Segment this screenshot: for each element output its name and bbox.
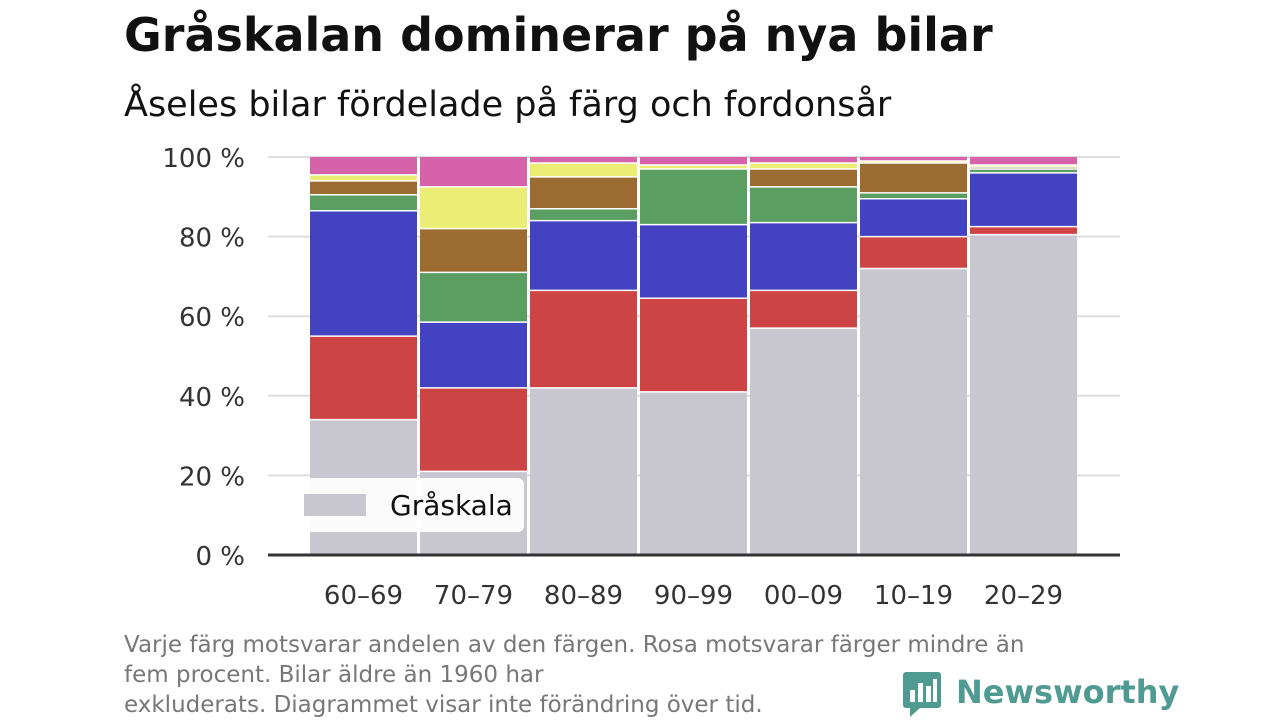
bar-segment-60-69-6 [310,157,417,175]
y-tick-label-100: 100 % [162,144,245,174]
bar-segment-20-29-1 [970,226,1077,235]
footnote-line-1: Varje färg motsvarar andelen av den färg… [124,632,1025,658]
bar-segment-60-69-2 [310,210,417,337]
bar-segment-20-29-0 [970,234,1077,556]
bar-segment-90-99-6 [640,157,747,165]
bar-segment-10-19-0 [860,268,967,555]
bar-segment-90-99-2 [640,224,747,299]
brand-name: Newsworthy [956,673,1180,711]
x-tick-label-60-69: 60–69 [324,581,403,611]
bar-segment-00-09-1 [750,290,857,329]
y-tick-label-80: 80 % [179,224,245,254]
bar-segment-10-19-5 [860,160,967,163]
bar-segment-80-89-4 [530,176,637,209]
chart-title: Gråskalan dominerar på nya bilar [124,8,993,62]
bar-segment-20-29-5 [970,164,1077,167]
bar-segment-70-79-5 [420,186,527,229]
x-tick-label-10-19: 10–19 [874,581,953,611]
bar-segment-00-09-4 [750,168,857,187]
bar-segment-80-89-6 [530,157,637,163]
bar-segment-00-09-3 [750,186,857,223]
y-tick-label-20: 20 % [179,462,245,492]
bar-segment-00-09-6 [750,157,857,163]
bar-segment-70-79-2 [420,322,527,388]
legend: Gråskala [288,478,524,532]
bar-segment-20-29-3 [970,168,1077,173]
bar-segment-00-09-2 [750,222,857,291]
bar-segment-80-89-0 [530,387,637,555]
footnote-line-2: fem procent. Bilar äldre än 1960 har [124,662,544,688]
bar-segment-00-09-5 [750,162,857,169]
brand-logo: Newsworthy [902,670,1179,720]
y-tick-label-60: 60 % [179,303,245,333]
x-tick-label-90-99: 90–99 [654,581,733,611]
bar-segment-90-99-5 [640,164,747,169]
bar-segment-10-19-4 [860,162,967,193]
bar-segment-00-09-0 [750,328,857,555]
bar-segment-80-89-1 [530,290,637,388]
bar-segment-80-89-5 [530,162,637,177]
y-tick-label-0: 0 % [195,542,245,572]
legend-swatch-graskala [304,494,366,516]
bar-segment-90-99-1 [640,298,747,392]
axes: 0 % 20 % 40 % 60 % 80 % 100 % 60–69 70–79 80–89 9… [162,144,1120,611]
chart-subtitle: Åseles bilar fördelade på färg och fordo… [124,85,892,125]
bar-segment-70-79-6 [420,157,527,187]
footnote: Varje färg motsvarar andelen av den färg… [124,630,1134,720]
bar-segment-10-19-2 [860,198,967,237]
bar-segment-80-89-2 [530,220,637,291]
footnote-line-3: exkluderats. Diagrammet visar inte förän… [124,692,763,718]
bar-segment-20-29-6 [970,157,1077,165]
bar-segment-70-79-4 [420,228,527,273]
bar-segment-10-19-1 [860,236,967,269]
bar-segment-60-69-5 [310,174,417,181]
bar-segment-80-89-3 [530,208,637,221]
bar-segment-70-79-3 [420,272,527,323]
bar-segment-20-29-4 [970,166,1077,169]
bar-segment-90-99-0 [640,391,747,555]
x-tick-label-80-89: 80–89 [544,581,623,611]
bar-segment-10-19-6 [860,157,967,161]
bar-segment-10-19-3 [860,192,967,199]
bar-segment-20-29-2 [970,172,1077,227]
bar-segment-60-69-1 [310,336,417,420]
bar-segment-70-79-1 [420,387,527,472]
x-tick-label-20-29: 20–29 [984,581,1063,611]
legend-label-graskala: Gråskala [390,488,513,522]
x-tick-label-70-79: 70–79 [434,581,513,611]
bar-segment-60-69-3 [310,194,417,211]
x-tick-label-00-09: 00–09 [764,581,843,611]
bar-segment-90-99-3 [640,168,747,225]
bar-segment-60-69-4 [310,180,417,195]
newsworthy-logo-icon [903,672,941,717]
y-tick-label-40: 40 % [179,383,245,413]
